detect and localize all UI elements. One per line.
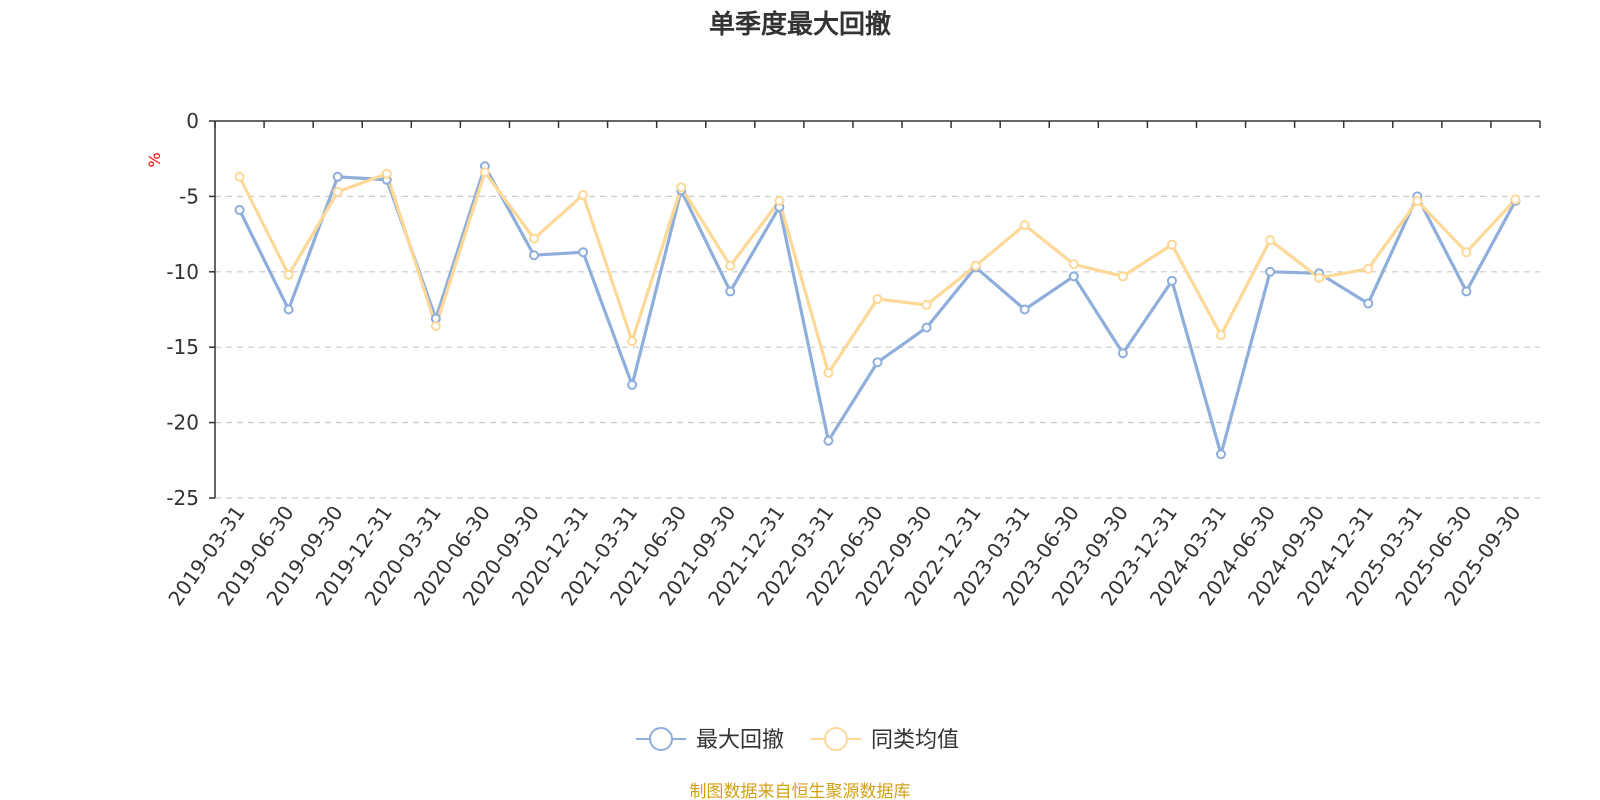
data-point[interactable] xyxy=(578,247,589,258)
data-point[interactable] xyxy=(1461,286,1472,297)
data-point[interactable] xyxy=(725,286,736,297)
data-point[interactable] xyxy=(1117,271,1128,282)
data-point[interactable] xyxy=(970,260,981,271)
legend-label: 最大回撤 xyxy=(696,728,784,753)
data-point[interactable] xyxy=(234,204,245,215)
data-point[interactable] xyxy=(627,379,638,390)
legend[interactable]: 最大回撤 同类均值 xyxy=(636,727,959,753)
data-point[interactable] xyxy=(479,167,490,178)
data-point[interactable] xyxy=(921,322,932,333)
data-point[interactable] xyxy=(774,195,785,206)
y-tick-label: -20 xyxy=(166,411,199,435)
data-point[interactable] xyxy=(1216,330,1227,341)
data-point[interactable] xyxy=(676,182,687,193)
y-tick-label: -25 xyxy=(166,486,199,510)
data-point[interactable] xyxy=(430,321,441,332)
data-point[interactable] xyxy=(1461,247,1472,258)
legend-item-1[interactable]: 最大回撤 xyxy=(636,727,784,753)
data-point[interactable] xyxy=(823,435,834,446)
x-tick-labels: 2019-03-312019-06-302019-09-302019-12-31… xyxy=(163,501,1525,610)
data-point[interactable] xyxy=(578,189,589,200)
series-lines xyxy=(234,161,1521,460)
data-point[interactable] xyxy=(1363,263,1374,274)
legend-label: 同类均值 xyxy=(871,728,959,753)
data-point[interactable] xyxy=(1363,298,1374,309)
y-tick-label: -5 xyxy=(179,184,199,208)
data-point[interactable] xyxy=(1265,266,1276,277)
data-point[interactable] xyxy=(381,168,392,179)
legend-item-2[interactable]: 同类均值 xyxy=(811,727,959,753)
data-point[interactable] xyxy=(1117,348,1128,359)
data-point[interactable] xyxy=(1216,449,1227,460)
legend-circle-marker xyxy=(824,727,848,751)
y-tick-label: 0 xyxy=(186,109,199,133)
data-point[interactable] xyxy=(332,171,343,182)
data-point[interactable] xyxy=(1068,259,1079,270)
data-point[interactable] xyxy=(332,186,343,197)
data-point[interactable] xyxy=(1166,239,1177,250)
data-point[interactable] xyxy=(627,336,638,347)
y-tick-label: -10 xyxy=(166,260,199,284)
data-point[interactable] xyxy=(283,304,294,315)
source-note: 制图数据来自恒生聚源数据库 xyxy=(690,782,911,800)
y-axis-unit: % xyxy=(145,152,164,167)
data-point[interactable] xyxy=(283,269,294,280)
chart-title: 单季度最大回撤 xyxy=(709,9,891,40)
data-point[interactable] xyxy=(528,233,539,244)
legend-circle-marker xyxy=(649,727,673,751)
data-point[interactable] xyxy=(234,171,245,182)
data-point[interactable] xyxy=(1166,275,1177,286)
data-point[interactable] xyxy=(1265,235,1276,246)
data-point[interactable] xyxy=(1019,220,1030,231)
data-point[interactable] xyxy=(1019,304,1030,315)
y-tick-labels: 0 -5 -10 -15 -20 -25 xyxy=(166,109,199,510)
data-point[interactable] xyxy=(725,260,736,271)
y-tick-label: -15 xyxy=(166,335,199,359)
data-point[interactable] xyxy=(872,293,883,304)
data-point[interactable] xyxy=(921,299,932,310)
data-point[interactable] xyxy=(1510,194,1521,205)
data-point[interactable] xyxy=(1314,272,1325,283)
data-point[interactable] xyxy=(1412,195,1423,206)
data-point[interactable] xyxy=(823,367,834,378)
data-point[interactable] xyxy=(528,250,539,261)
grid-lines xyxy=(215,195,1540,499)
data-point[interactable] xyxy=(872,357,883,368)
data-point[interactable] xyxy=(1068,271,1079,282)
axes xyxy=(209,120,1541,499)
